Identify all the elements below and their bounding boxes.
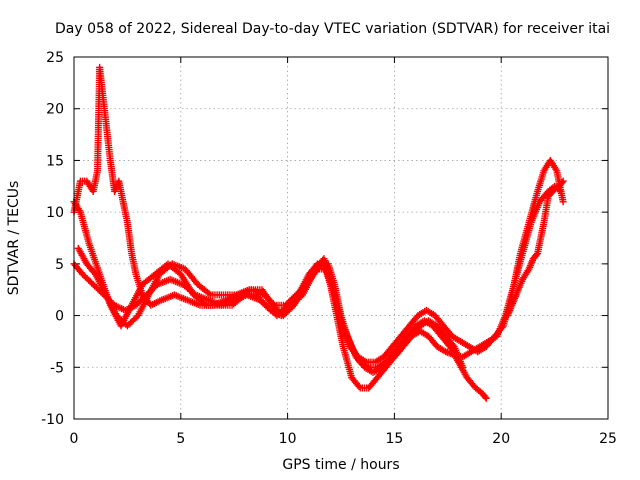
data-point	[482, 394, 490, 402]
series-track-5	[504, 177, 567, 320]
data-point	[559, 198, 567, 206]
data-point	[355, 382, 363, 390]
x-tick-label: 20	[492, 431, 510, 447]
x-tick-label: 15	[385, 431, 403, 447]
x-tick-label: 0	[70, 431, 79, 447]
y-tick-label: 10	[46, 205, 64, 221]
data-point	[559, 177, 567, 185]
axis-ticks: 0 5 10 15 20 25 -10 -5 0 5 10 15 20 25	[41, 50, 617, 447]
chart-title: Day 058 of 2022, Sidereal Day-to-day VTE…	[55, 21, 610, 37]
y-tick-label: -10	[41, 412, 64, 428]
x-tick-label: 10	[279, 431, 297, 447]
series-track-4	[70, 63, 565, 371]
plot-frame	[73, 56, 609, 420]
data-point	[557, 187, 565, 195]
y-tick-label: 0	[55, 309, 64, 325]
y-tick-label: 25	[46, 50, 64, 66]
y-tick-label: 15	[46, 153, 64, 169]
data-points	[70, 63, 567, 402]
x-tick-label: 5	[176, 431, 185, 447]
y-tick-label: -5	[50, 360, 64, 376]
y-tick-label: 20	[46, 102, 64, 118]
series-track-3	[74, 156, 567, 366]
y-axis-title: SDTVAR / TECUs	[6, 181, 22, 296]
data-point	[205, 290, 213, 298]
y-tick-label: 5	[55, 257, 64, 273]
x-tick-label: 25	[599, 431, 617, 447]
data-point	[558, 178, 566, 186]
data-point	[532, 251, 540, 259]
series-track-2	[70, 260, 490, 402]
data-point	[481, 393, 489, 401]
data-point	[269, 300, 277, 308]
x-axis-title: GPS time / hours	[282, 457, 399, 473]
